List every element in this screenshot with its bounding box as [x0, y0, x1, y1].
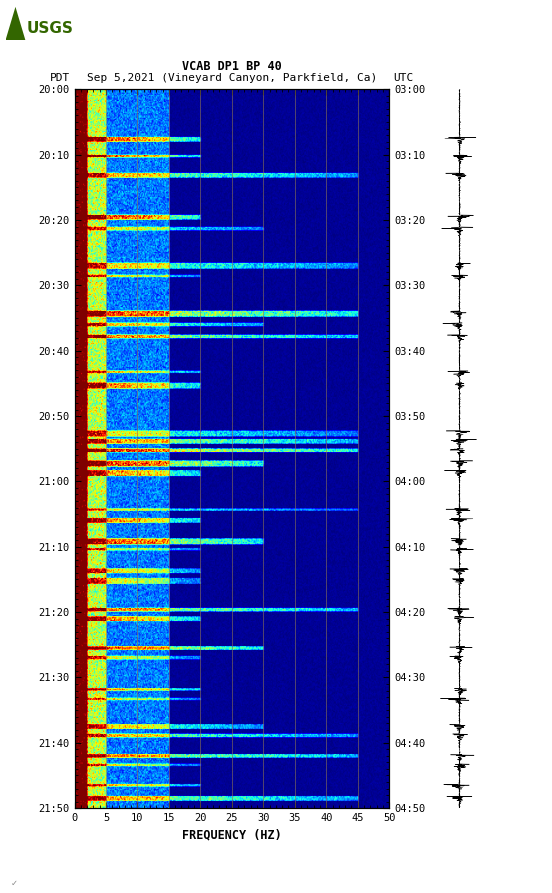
Text: USGS: USGS: [26, 21, 73, 36]
Text: ✓: ✓: [11, 879, 18, 888]
Polygon shape: [6, 7, 25, 40]
Text: PDT: PDT: [50, 73, 70, 83]
Text: UTC: UTC: [393, 73, 413, 83]
Text: VCAB DP1 BP 40: VCAB DP1 BP 40: [182, 60, 282, 73]
Text: Sep 5,2021 (Vineyard Canyon, Parkfield, Ca): Sep 5,2021 (Vineyard Canyon, Parkfield, …: [87, 73, 377, 83]
X-axis label: FREQUENCY (HZ): FREQUENCY (HZ): [182, 829, 282, 841]
